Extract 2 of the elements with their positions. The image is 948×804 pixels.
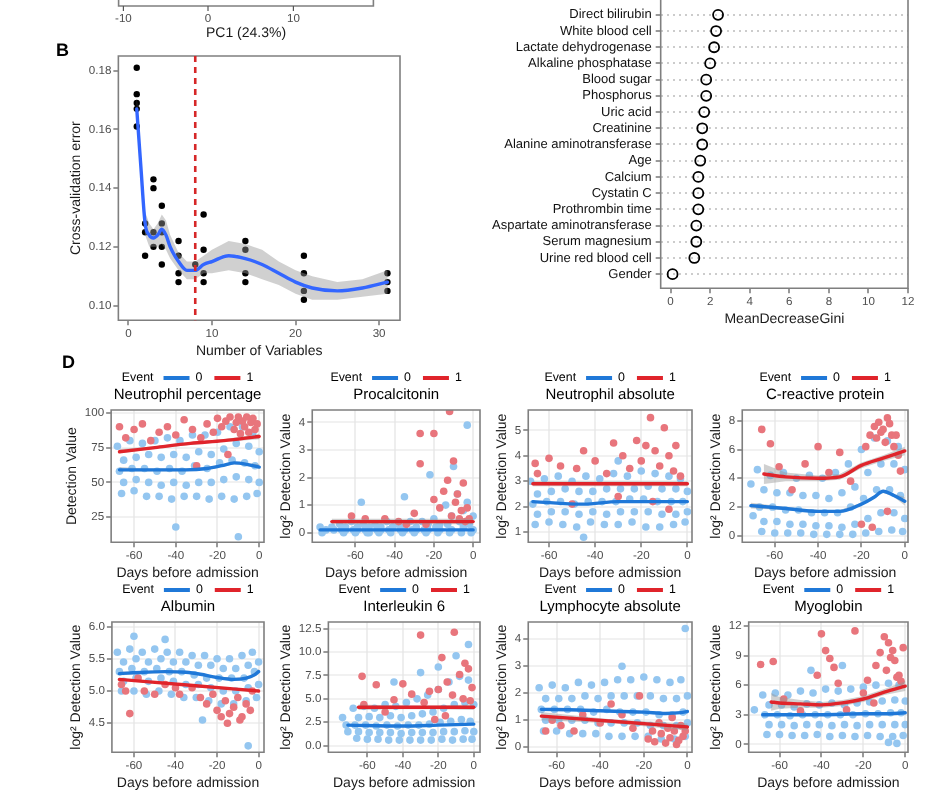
text: B: [56, 39, 70, 60]
text: D: [62, 351, 76, 372]
